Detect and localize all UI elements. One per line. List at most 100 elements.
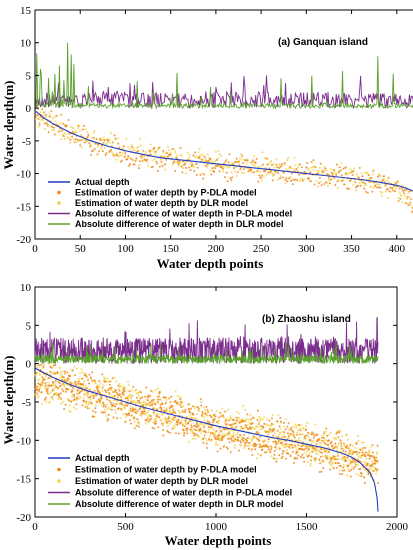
scatter-point (191, 430, 195, 433)
scatter-point (382, 178, 385, 181)
scatter-point (312, 168, 315, 171)
scatter-point (400, 194, 403, 198)
scatter-point (104, 405, 107, 408)
scatter-point (48, 115, 51, 118)
scatter-point (295, 448, 298, 451)
scatter-point (355, 189, 358, 192)
scatter-point (237, 160, 240, 163)
scatter-point (68, 404, 71, 407)
scatter-point (190, 426, 193, 429)
scatter-point (281, 452, 284, 455)
scatter-point (42, 119, 45, 122)
scatter-point (324, 443, 327, 446)
scatter-point (324, 167, 327, 170)
scatter-point (266, 445, 269, 448)
scatter-point (147, 410, 150, 413)
scatter-point (204, 158, 207, 161)
scatter-point (320, 442, 323, 445)
scatter-point (77, 382, 80, 385)
scatter-point (271, 164, 273, 167)
scatter-point (231, 429, 234, 432)
scatter-point (321, 439, 324, 442)
scatter-point (123, 156, 126, 158)
scatter-point (318, 438, 320, 440)
scatter-point (349, 475, 352, 478)
scatter-point (163, 410, 166, 413)
scatter-point (74, 129, 77, 132)
scatter-point (339, 464, 342, 467)
scatter-point (258, 420, 261, 423)
scatter-point (216, 157, 219, 160)
scatter-point (149, 153, 152, 156)
scatter-point (394, 187, 397, 190)
scatter-point (124, 421, 127, 424)
scatter-point (238, 449, 240, 452)
scatter-point (97, 143, 100, 146)
scatter-point (234, 166, 237, 169)
scatter-point (325, 427, 328, 430)
scatter-point (150, 399, 153, 402)
scatter-point (103, 139, 106, 142)
scatter-point (285, 177, 288, 180)
scatter-point (114, 408, 117, 412)
scatter-point (233, 170, 236, 173)
scatter-point (176, 157, 178, 160)
scatter-point (252, 435, 255, 438)
scatter-point (359, 448, 362, 451)
scatter-point (194, 437, 197, 440)
scatter-point (182, 405, 185, 408)
scatter-point (236, 419, 239, 422)
scatter-point (237, 436, 240, 439)
scatter-point (290, 180, 292, 182)
scatter-point (244, 444, 247, 447)
scatter-point (215, 441, 218, 444)
scatter-point (233, 167, 235, 170)
scatter-point (243, 446, 246, 450)
scatter-point (286, 158, 289, 161)
scatter-point (397, 196, 400, 199)
scatter-point (135, 157, 138, 160)
scatter-point (206, 414, 209, 417)
scatter-point (155, 160, 158, 163)
scatter-point (89, 145, 92, 148)
scatter-point (361, 441, 364, 444)
scatter-point (140, 154, 143, 157)
scatter-point (286, 425, 289, 428)
scatter-point (270, 417, 273, 420)
scatter-point (177, 409, 180, 412)
scatter-point (239, 427, 242, 430)
scatter-point (215, 409, 218, 412)
scatter-point (366, 462, 369, 465)
scatter-point (185, 427, 188, 430)
scatter-point (88, 388, 91, 391)
x-tick-label: 1000 (205, 521, 228, 533)
scatter-point (49, 391, 52, 394)
scatter-point (385, 179, 388, 182)
scatter-point (245, 162, 248, 165)
scatter-point (129, 419, 131, 422)
scatter-point (73, 141, 76, 144)
scatter-point (159, 398, 162, 401)
scatter-point (34, 117, 38, 120)
scatter-point (344, 450, 347, 453)
scatter-point (111, 377, 114, 380)
scatter-point (74, 381, 77, 384)
scatter-point (126, 397, 129, 400)
scatter-point (99, 391, 101, 394)
scatter-point (121, 403, 124, 406)
series-line-pdla-difference (35, 75, 413, 110)
scatter-point (109, 380, 112, 383)
scatter-point (242, 172, 245, 175)
scatter-point (299, 439, 302, 442)
scatter-point (140, 391, 143, 394)
scatter-point (307, 435, 310, 438)
scatter-point (112, 154, 115, 157)
scatter-point (214, 433, 217, 436)
scatter-point (292, 179, 295, 181)
scatter-point (366, 470, 369, 473)
scatter-point (197, 424, 200, 427)
scatter-point (323, 432, 326, 435)
scatter-point (104, 389, 106, 392)
scatter-point (150, 389, 152, 392)
